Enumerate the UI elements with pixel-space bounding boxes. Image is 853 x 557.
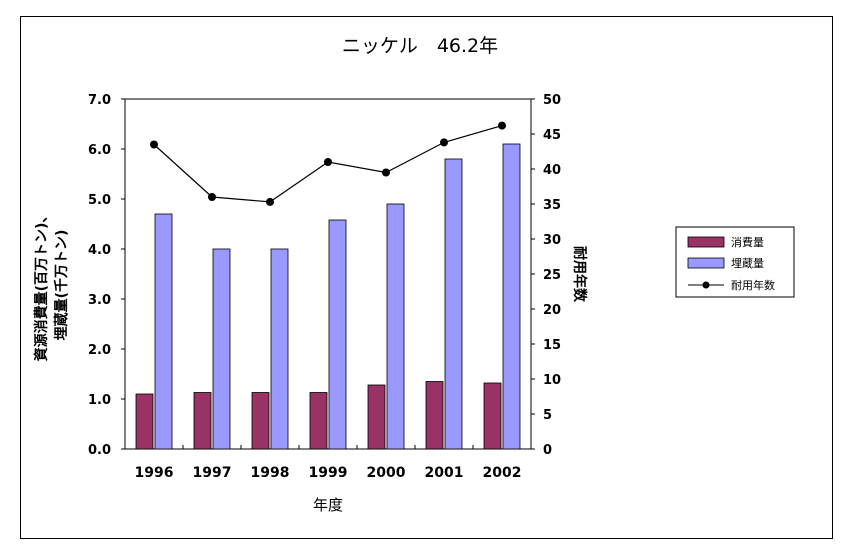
y-tick-label: 7.0 xyxy=(88,93,111,108)
lifetime-point xyxy=(266,197,274,206)
x-tick-label: 1996 xyxy=(135,465,174,481)
y2-tick-label: 25 xyxy=(543,268,561,283)
bars-group xyxy=(135,143,521,450)
legend-label-lifetime: 耐用年数 xyxy=(731,278,775,292)
y2-tick-label: 45 xyxy=(543,128,561,143)
y-axis-ticks: 0.0 1.0 2.0 3.0 4.0 5.0 6.0 7.0 xyxy=(88,93,125,458)
x-tick-label: 2002 xyxy=(483,465,522,481)
y2-tick-label: 30 xyxy=(543,233,561,248)
y2-tick-label: 10 xyxy=(543,373,561,388)
legend-swatch-consumption xyxy=(687,236,725,248)
bar-consumption xyxy=(367,384,386,450)
x-tick-label: 1997 xyxy=(193,465,232,481)
bar-reserves xyxy=(270,248,289,450)
y2-tick-label: 40 xyxy=(543,163,561,178)
legend: 消費量 埋蔵量 耐用年数 xyxy=(675,226,795,298)
bar-consumption xyxy=(135,393,154,450)
bar-reserves xyxy=(212,248,231,450)
y2-axis-label: 耐用年数 xyxy=(571,246,588,303)
y2-tick-label: 50 xyxy=(543,93,561,108)
y2-tick-label: 5 xyxy=(543,408,552,423)
chart-frame xyxy=(20,16,833,539)
legend-swatch-reserves xyxy=(687,257,725,269)
y2-tick-label: 35 xyxy=(543,198,561,213)
bar-consumption xyxy=(425,381,444,450)
lifetime-point xyxy=(150,140,158,149)
y2-tick-label: 20 xyxy=(543,303,561,318)
y2-tick-label: 15 xyxy=(543,338,561,353)
bar-consumption xyxy=(309,392,328,450)
x-tick-label: 1999 xyxy=(309,465,348,481)
bar-reserves xyxy=(502,143,521,450)
bar-consumption xyxy=(483,382,502,450)
bar-reserves xyxy=(444,158,463,450)
legend-marker-lifetime xyxy=(702,281,710,289)
bar-reserves xyxy=(154,213,173,450)
bar-reserves xyxy=(328,219,347,450)
lifetime-point xyxy=(498,121,506,130)
x-axis-ticks: 1996 1997 1998 1999 2000 2001 2002 xyxy=(124,445,532,481)
bar-consumption xyxy=(193,392,212,450)
y-tick-label: 0.0 xyxy=(88,443,111,458)
x-axis-label: 年度 xyxy=(313,496,343,514)
y-tick-label: 6.0 xyxy=(88,143,111,158)
x-tick-label: 1998 xyxy=(251,465,290,481)
chart-title: ニッケル 46.2年 xyxy=(342,35,498,57)
lifetime-point xyxy=(440,138,448,147)
lifetime-point xyxy=(382,168,390,177)
x-tick-label: 2000 xyxy=(367,465,406,481)
y-axis-label-line2: 埋蔵量(千万トン) xyxy=(53,230,70,341)
y-tick-label: 2.0 xyxy=(88,343,111,358)
y-tick-label: 4.0 xyxy=(88,243,111,258)
y2-axis-ticks: 0 5 10 15 20 25 30 35 40 45 50 xyxy=(531,93,561,458)
y-tick-label: 3.0 xyxy=(88,293,111,308)
y2-tick-label: 0 xyxy=(543,443,552,458)
legend-label-consumption: 消費量 xyxy=(731,235,764,249)
lifetime-point xyxy=(324,158,332,166)
bar-consumption xyxy=(251,392,270,450)
plot-area xyxy=(124,98,532,450)
bar-reserves xyxy=(386,203,405,450)
y-tick-label: 5.0 xyxy=(88,193,111,208)
line-series-group xyxy=(150,121,506,206)
x-tick-label: 2001 xyxy=(425,465,464,481)
lifetime-point xyxy=(208,193,216,201)
legend-label-reserves: 埋蔵量 xyxy=(731,257,764,270)
y-axis-label-line1: 資源消費量(百万トン)、 xyxy=(33,209,50,362)
y-tick-label: 1.0 xyxy=(88,393,111,408)
